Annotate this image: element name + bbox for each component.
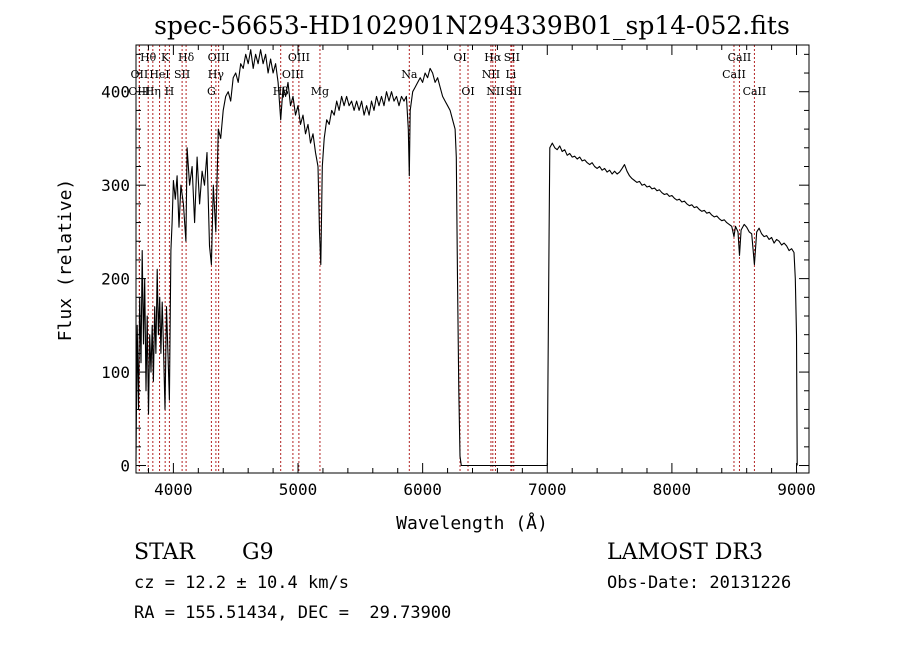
y-tick-label: 400 <box>101 83 130 102</box>
line-marker-label: K <box>161 51 170 64</box>
line-marker-label: CaII <box>728 51 752 64</box>
line-marker-label: Na <box>401 68 418 81</box>
line-marker-label: CaII <box>743 85 767 98</box>
y-tick-label: 0 <box>120 457 130 476</box>
line-marker-label: NII <box>486 85 504 98</box>
x-tick-label: 7000 <box>528 480 567 499</box>
line-marker-label: OI <box>453 51 466 64</box>
line-marker-label: Hθ <box>140 51 157 64</box>
y-tick-label: 300 <box>101 176 130 195</box>
object-class-label: STAR <box>134 540 195 565</box>
line-marker-label: Hγ <box>208 68 225 81</box>
line-marker-label: Hη <box>145 85 161 98</box>
x-axis-ticks: 4000 5000 6000 7000 8000 9000 <box>147 45 816 499</box>
x-tick-label: 8000 <box>653 480 692 499</box>
line-marker-label: SII <box>504 51 520 64</box>
y-axis-ticks: 0 100 200 300 400 <box>101 53 809 476</box>
emission-line-markers <box>138 45 755 473</box>
line-marker-label: H <box>165 85 175 98</box>
chart-title: spec-56653-HD102901N294339B01_sp14-052.f… <box>154 11 790 40</box>
line-marker-label: OII <box>131 68 149 81</box>
spectral-subclass-label: G9 <box>242 540 274 565</box>
x-tick-label: 4000 <box>154 480 193 499</box>
line-marker-label: Hδ <box>178 51 195 64</box>
line-marker-label: SII <box>506 85 522 98</box>
y-tick-label: 200 <box>101 270 130 289</box>
survey-label: LAMOST DR3 <box>607 540 763 565</box>
line-marker-label: Mg <box>311 85 329 98</box>
line-marker-label: SII <box>174 68 190 81</box>
spectrum-series-line <box>135 49 798 467</box>
line-marker-label: Hα <box>484 51 502 64</box>
line-marker-label: OIII <box>282 68 304 81</box>
x-tick-label: 9000 <box>777 480 816 499</box>
coordinates-text: RA = 155.51434, DEC = 29.73900 <box>134 603 452 623</box>
y-tick-label: 100 <box>101 363 130 382</box>
plot-frame <box>135 44 810 474</box>
line-marker-label: OIII <box>288 51 310 64</box>
x-axis-label: Wavelength (Å) <box>396 512 548 534</box>
line-marker-label: OIII <box>208 51 230 64</box>
redshift-cz-text: cz = 12.2 ± 10.4 km/s <box>134 573 349 593</box>
line-marker-label: NII <box>482 68 500 81</box>
line-marker-label: G <box>207 85 216 98</box>
line-marker-label: OI <box>461 85 474 98</box>
observation-date-text: Obs-Date: 20131226 <box>607 573 792 593</box>
y-axis-label: Flux (relative) <box>55 179 76 342</box>
x-tick-label: 5000 <box>279 480 318 499</box>
line-marker-label: HeI <box>149 68 169 81</box>
line-marker-label: Li <box>505 68 516 81</box>
line-marker-label: CaII <box>722 68 746 81</box>
x-tick-label: 6000 <box>403 480 442 499</box>
